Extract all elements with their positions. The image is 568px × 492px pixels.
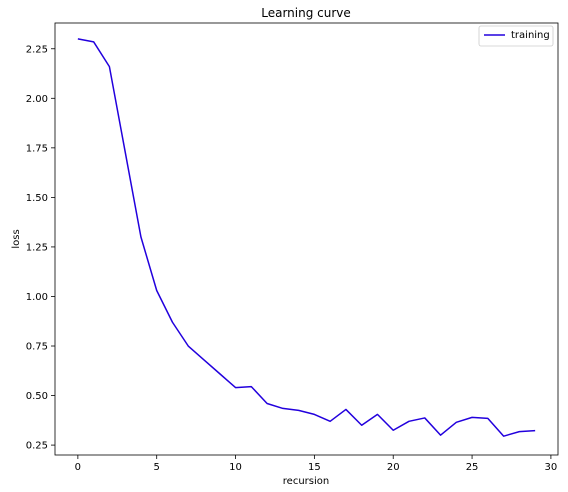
series-line-training xyxy=(77,38,536,437)
chart-title: Learning curve xyxy=(261,6,351,20)
y-tick-label: 1.25 xyxy=(26,242,48,253)
y-tick-label: 1.50 xyxy=(26,193,48,204)
x-tick-label: 5 xyxy=(154,462,160,473)
x-tick-label: 30 xyxy=(545,462,558,473)
x-tick-label: 10 xyxy=(229,462,242,473)
y-tick-label: 2.25 xyxy=(26,44,48,55)
series-layer xyxy=(77,38,536,437)
y-tick-label: 1.75 xyxy=(26,143,48,154)
y-tick-label: 1.00 xyxy=(26,292,48,303)
y-tick-label: 0.75 xyxy=(26,342,48,353)
y-axis-ticks: 0.25 0.50 0.75 1.00 1.25 1.50 1.75 2.00 2.25 xyxy=(26,44,55,452)
y-axis-label: loss xyxy=(11,229,22,248)
plot-area xyxy=(54,22,559,456)
x-tick-label: 20 xyxy=(387,462,400,473)
legend-label-training: training xyxy=(511,30,550,41)
x-tick-label: 0 xyxy=(75,462,81,473)
legend: training xyxy=(478,25,554,47)
y-tick-label: 2.00 xyxy=(26,94,48,105)
x-tick-label: 25 xyxy=(466,462,479,473)
x-axis-label: recursion xyxy=(283,476,329,487)
x-axis-ticks: 0 5 10 15 20 25 30 xyxy=(75,455,558,473)
x-tick-label: 15 xyxy=(308,462,321,473)
y-tick-label: 0.25 xyxy=(26,441,48,452)
y-tick-label: 0.50 xyxy=(26,391,48,402)
legend-box xyxy=(478,25,554,47)
